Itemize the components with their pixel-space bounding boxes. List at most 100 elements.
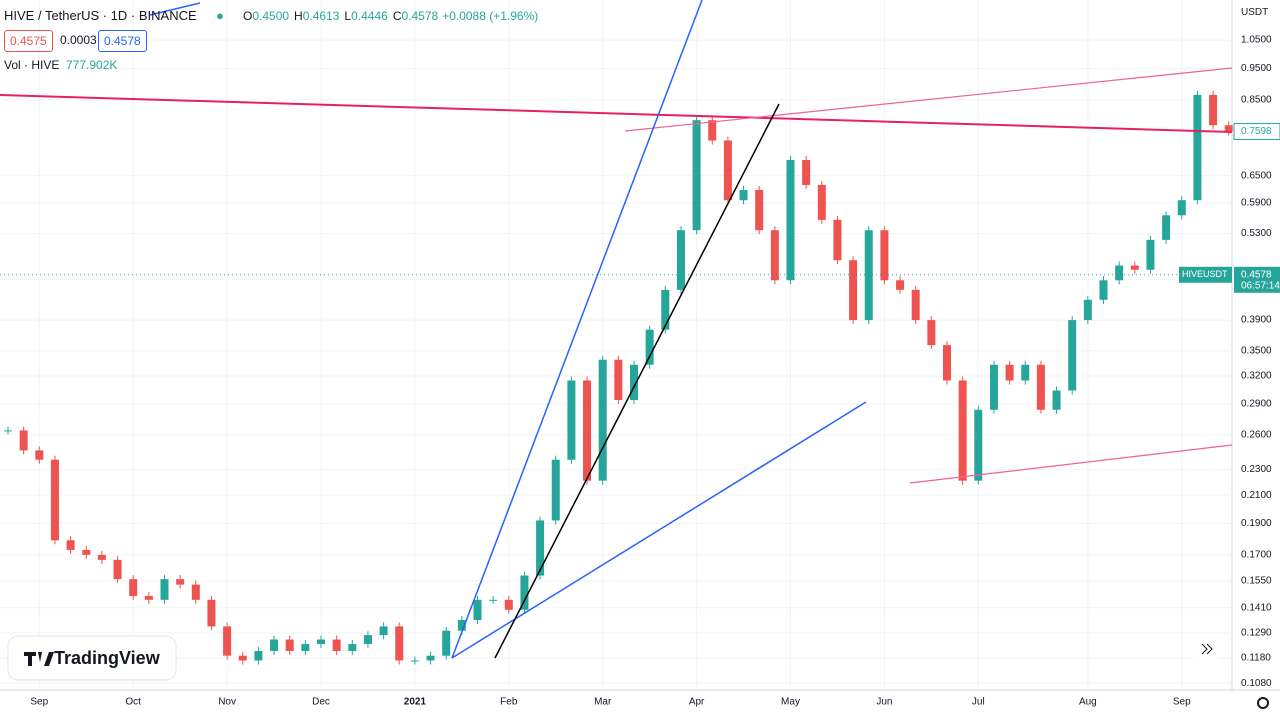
price-tag: 0.4578 <box>1241 269 1272 280</box>
candle-body <box>989 364 998 410</box>
candle-body <box>755 189 764 231</box>
candle-body <box>207 599 216 627</box>
candle-body <box>285 639 294 651</box>
candle-body <box>1036 364 1045 410</box>
x-tick-label: 2021 <box>404 697 427 708</box>
ohlc-value: 0.4500 <box>252 9 290 23</box>
candle-body <box>974 409 983 481</box>
y-tick-label: 0.1550 <box>1241 576 1272 587</box>
candle-body <box>97 554 106 560</box>
candle-body <box>1146 239 1155 270</box>
volume-label: Vol · HIVE <box>4 58 60 72</box>
logo: TradingView <box>7 635 177 681</box>
ohlc-label: C <box>392 9 402 23</box>
price-tag-bg <box>1234 266 1280 293</box>
candle-body <box>1224 125 1233 132</box>
candle-body <box>1005 364 1014 381</box>
y-tick-label: 0.2300 <box>1241 464 1272 475</box>
candle-body <box>880 230 889 281</box>
y-tick-label: 0.8500 <box>1241 94 1272 105</box>
trend-line <box>494 103 780 659</box>
y-tick-label: 0.1700 <box>1241 549 1272 560</box>
candle-body <box>4 430 12 432</box>
candle-body <box>270 639 279 651</box>
y-tick-label: 0.1080 <box>1241 678 1272 689</box>
y-tick-label: 0.1410 <box>1241 602 1272 613</box>
candle-body <box>896 280 905 290</box>
candle-body <box>50 459 59 541</box>
y-tick-label: 0.3500 <box>1241 345 1272 356</box>
candle-body <box>254 650 263 661</box>
candle-body <box>645 329 654 365</box>
scroll-button-bg[interactable] <box>1193 636 1219 662</box>
ohlc-legend: O0.4500 H0.4613 L0.4446 C0.4578 +0.0088 (+1.… <box>243 9 538 23</box>
y-tick-label: 0.5900 <box>1241 198 1272 209</box>
candle-body <box>598 359 607 481</box>
ohlc-value: 0.4613 <box>302 9 340 23</box>
quote-box[interactable]: 0.4575 <box>4 30 53 52</box>
candle-body <box>238 655 247 661</box>
scroll-button[interactable] <box>1193 636 1219 662</box>
candle-body <box>473 599 482 621</box>
price-tag-bg <box>1233 123 1280 141</box>
candle-body <box>1209 94 1218 126</box>
y-tick-label: 0.9500 <box>1241 63 1272 74</box>
ohlc-value: 0.4446 <box>351 9 388 23</box>
candle-body <box>144 595 153 600</box>
trend-line <box>0 94 1233 133</box>
price-axis <box>1232 0 1280 715</box>
candle-body <box>348 644 357 651</box>
symbol-tag-bg <box>1179 266 1232 283</box>
logo-text: TradingView <box>54 648 161 668</box>
candle-body <box>113 559 122 580</box>
settings[interactable] <box>1257 697 1269 709</box>
candle-body <box>442 630 451 656</box>
currency[interactable]: USDT <box>1241 7 1269 18</box>
candle-body <box>520 575 529 610</box>
ohlc-value: 0.4578 <box>401 9 439 23</box>
x-tick-label: Mar <box>594 697 612 708</box>
candles <box>4 90 1233 665</box>
candle-body <box>1162 215 1171 240</box>
candle-body <box>583 380 592 481</box>
candle-body <box>1115 265 1124 281</box>
x-tick-label: May <box>781 697 800 708</box>
y-tick-label: 0.1180 <box>1241 653 1271 664</box>
trend-line <box>149 2 201 16</box>
x-tick-label: Feb <box>500 697 518 708</box>
candle-body <box>943 345 951 381</box>
scroll-icon[interactable] <box>1201 643 1213 655</box>
settings-icon[interactable] <box>1257 697 1269 709</box>
y-tick-label: 0.1900 <box>1241 518 1272 529</box>
candle-body <box>160 579 169 600</box>
candle-body <box>410 660 419 662</box>
y-tick-label: 0.2900 <box>1241 398 1272 409</box>
candle-body <box>332 639 341 651</box>
candle-body <box>129 579 138 596</box>
logo-icon <box>24 652 54 666</box>
candle-body <box>1130 265 1139 270</box>
candle-body <box>35 450 44 460</box>
symbol-title[interactable]: HIVE / TetherUS · 1D · BINANCE <box>4 8 197 23</box>
candle-body <box>191 584 200 600</box>
candle-body <box>223 626 232 656</box>
price-tag: 0.7598 <box>1241 126 1272 137</box>
candle-body <box>723 140 732 201</box>
y-tick-label: 0.6500 <box>1241 170 1272 181</box>
x-tick-label: Dec <box>312 697 330 708</box>
trend-line <box>451 401 867 659</box>
quote-box[interactable]: 0.4578 <box>98 30 147 52</box>
candle-body <box>958 380 967 481</box>
ohlc-label: H <box>294 9 303 23</box>
x-tick-label: Nov <box>218 697 236 708</box>
trend-line <box>909 444 1233 484</box>
ohlc-label: O <box>243 9 253 23</box>
candle-body <box>739 189 748 201</box>
candle-body <box>1021 364 1030 381</box>
candle-body <box>504 599 513 610</box>
y-tick-label: 0.2600 <box>1241 429 1272 440</box>
candle-body <box>551 459 560 521</box>
x-tick-label: Sep <box>30 697 48 708</box>
candle-body <box>802 160 811 185</box>
candle-body <box>676 230 685 290</box>
